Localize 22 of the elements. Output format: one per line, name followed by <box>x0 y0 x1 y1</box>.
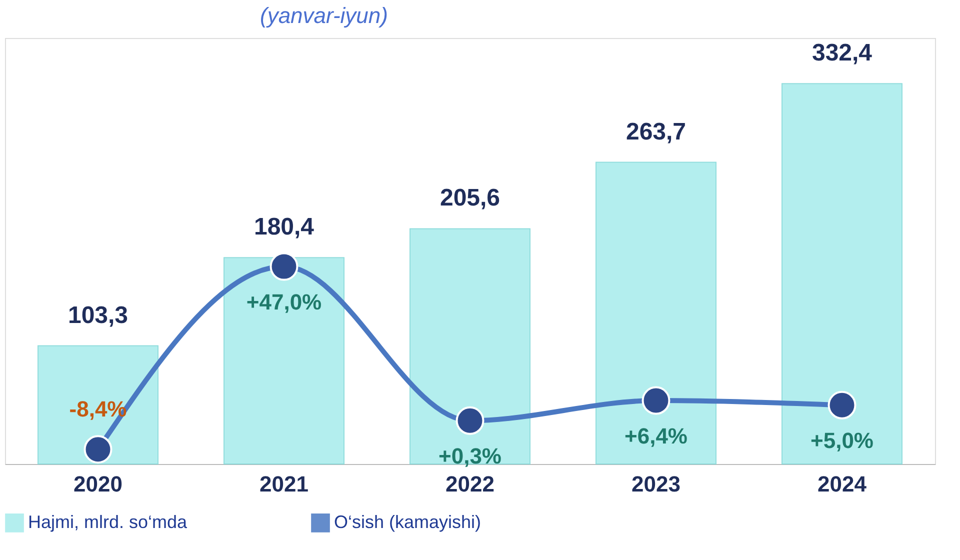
x-tick-label: 2021 <box>260 472 308 496</box>
legend-label: O‘sish (kamayishi) <box>334 512 482 532</box>
data-label: +47,0% <box>246 290 322 315</box>
data-label: 332,4 <box>812 40 873 67</box>
bar <box>224 257 344 464</box>
data-label: -8,4% <box>69 396 127 422</box>
x-tick-label: 2020 <box>74 472 122 496</box>
data-label: 103,3 <box>68 302 128 329</box>
legend-label: Hajmi, mlrd. so‘mda <box>28 512 188 532</box>
data-label: 180,4 <box>254 214 315 241</box>
bar <box>38 345 158 464</box>
data-label: +0,3% <box>438 444 502 469</box>
x-tick-label: 2022 <box>446 472 494 496</box>
data-label: 205,6 <box>440 184 500 212</box>
data-label: +5,0% <box>810 428 874 454</box>
data-label: 263,7 <box>626 118 686 146</box>
x-tick-label: 2023 <box>632 472 680 496</box>
x-tick-label: 2024 <box>818 472 868 496</box>
data-label: +6,4% <box>624 424 688 449</box>
bar <box>596 162 716 464</box>
chart-title: (yanvar-iyun) <box>260 3 388 28</box>
bar <box>782 83 902 464</box>
